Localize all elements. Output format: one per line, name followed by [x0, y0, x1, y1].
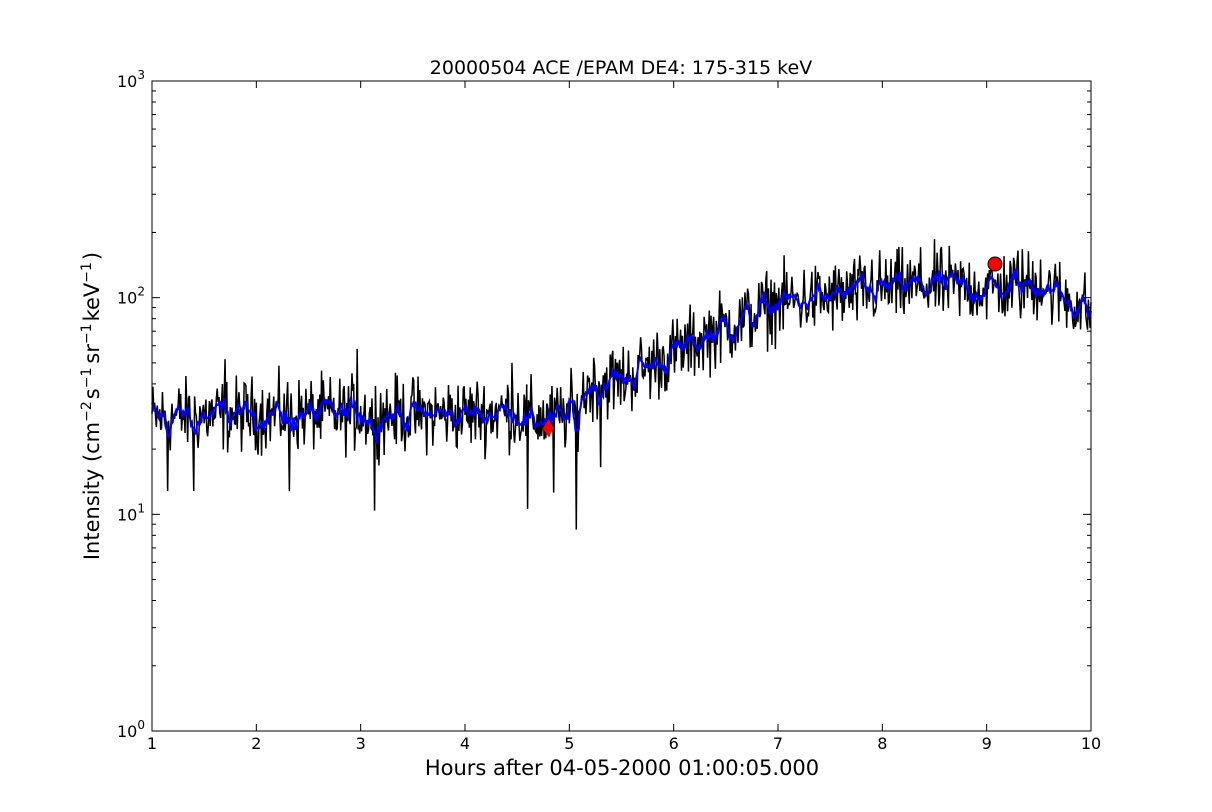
- raw-intensity-line: [151, 239, 1092, 530]
- x-tick-label: 6: [669, 734, 679, 753]
- y-label-exp4: −1: [79, 262, 95, 283]
- peak-marker: [987, 256, 1003, 272]
- x-tick-label: 1: [147, 734, 157, 753]
- y-label-exp1: −2: [79, 401, 95, 422]
- y-label-main: Intensity (cm: [80, 422, 104, 560]
- x-axis-label: Hours after 04-05-2000 01:00:05.000: [425, 756, 819, 780]
- onset-marker: [542, 419, 555, 438]
- chart-title: 20000504 ACE /EPAM DE4: 175-315 keV: [430, 57, 812, 79]
- y-label-exp2: −1: [79, 368, 95, 389]
- x-tick-label: 9: [982, 734, 992, 753]
- x-tick-labels: 1 2 3 4 5 6 7 8 9 10: [147, 734, 1101, 753]
- y-tick-label: 102: [117, 285, 145, 308]
- y-label-kev: keV: [80, 282, 104, 321]
- y-tick-label: 101: [117, 501, 145, 524]
- axis-ticks: [151, 80, 1092, 732]
- y-label-close: ): [80, 252, 104, 260]
- y-label-s: s: [80, 388, 104, 399]
- y-label-exp3: −1: [79, 323, 95, 344]
- y-axis-label: Intensity (cm−2s−1sr−1keV−1): [79, 252, 104, 560]
- x-tick-label: 3: [356, 734, 366, 753]
- plot-area: [151, 239, 1092, 530]
- plot-frame: [151, 80, 1092, 732]
- smoothed-intensity-line: [151, 268, 1092, 446]
- x-tick-label: 4: [460, 734, 470, 753]
- x-tick-label: 2: [251, 734, 261, 753]
- y-tick-label: 103: [117, 68, 145, 91]
- x-tick-label: 7: [773, 734, 783, 753]
- x-tick-label: 5: [564, 734, 574, 753]
- y-label-sr: sr: [80, 344, 104, 364]
- x-tick-label: 8: [877, 734, 887, 753]
- y-tick-labels: 100 101 102 103: [117, 68, 145, 741]
- y-tick-label: 100: [117, 718, 145, 741]
- x-tick-label: 10: [1081, 734, 1101, 753]
